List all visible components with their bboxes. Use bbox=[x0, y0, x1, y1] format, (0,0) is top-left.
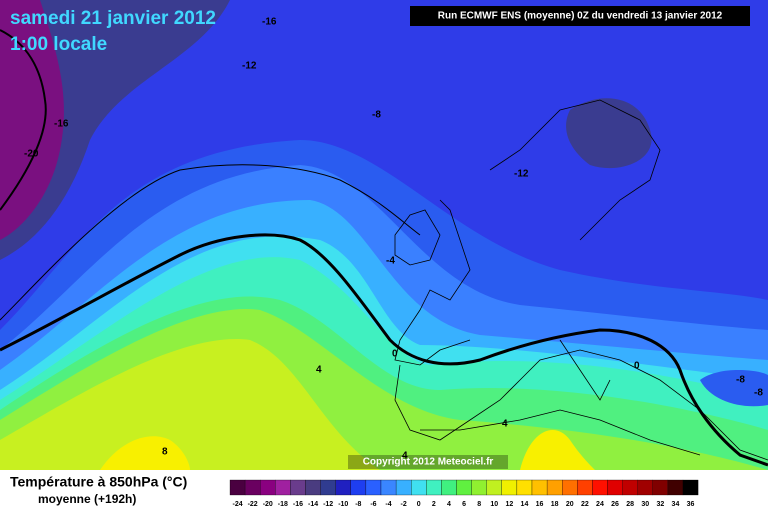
legend-label: 4 bbox=[447, 501, 451, 508]
legend-swatch bbox=[486, 479, 502, 496]
contour-label: -8 bbox=[754, 388, 763, 399]
map bbox=[0, 0, 768, 470]
legend-swatch bbox=[426, 479, 442, 496]
legend-label: 24 bbox=[596, 501, 604, 508]
legend-swatch bbox=[562, 479, 578, 496]
footer-subtitle: moyenne (+192h) bbox=[38, 492, 136, 506]
legend-swatch bbox=[260, 479, 276, 496]
legend-swatch bbox=[667, 479, 684, 496]
copyright: Copyright 2012 Meteociel.fr bbox=[363, 457, 494, 468]
contour-label: -8 bbox=[372, 110, 381, 121]
legend-swatch bbox=[546, 479, 563, 496]
contour-label: 4 bbox=[316, 365, 322, 376]
legend-swatch bbox=[637, 479, 653, 496]
cold-core bbox=[0, 0, 64, 240]
legend-label: -12 bbox=[323, 501, 333, 508]
legend-swatch bbox=[592, 479, 608, 496]
legend-label: 20 bbox=[566, 501, 574, 508]
cold-band bbox=[566, 98, 652, 169]
legend-label: 8 bbox=[477, 501, 481, 508]
legend-swatch bbox=[290, 479, 306, 496]
legend-swatch bbox=[229, 479, 246, 496]
legend-label: 14 bbox=[521, 501, 529, 508]
contour-label: 8 bbox=[162, 447, 168, 458]
legend-swatch bbox=[365, 479, 382, 496]
legend-label: 12 bbox=[505, 501, 513, 508]
map-time: 1:00 locale bbox=[10, 34, 107, 55]
legend-label: 0 bbox=[417, 501, 421, 508]
legend-swatch bbox=[335, 479, 351, 496]
legend-label: -16 bbox=[293, 501, 303, 508]
legend-label: -10 bbox=[338, 501, 348, 508]
run-box bbox=[410, 6, 750, 26]
legend-swatch bbox=[380, 479, 397, 496]
map-date: samedi 21 janvier 2012 bbox=[10, 8, 216, 29]
legend-swatch bbox=[501, 479, 518, 496]
legend-swatch bbox=[441, 479, 457, 496]
contour-label: -4 bbox=[386, 256, 395, 267]
legend-swatch bbox=[320, 479, 336, 496]
legend-label: -22 bbox=[248, 501, 258, 508]
contour-label: -20 bbox=[24, 149, 39, 160]
contour-label: 0 bbox=[392, 349, 398, 360]
legend-label: 6 bbox=[462, 501, 466, 508]
contour-label: -16 bbox=[54, 119, 69, 130]
legend-swatch bbox=[305, 479, 321, 496]
legend-swatch bbox=[456, 479, 472, 496]
legend-label: -8 bbox=[355, 501, 361, 508]
temp-band bbox=[520, 430, 595, 470]
legend-swatch bbox=[395, 479, 412, 496]
color-legend: -24 -22 -20 -18 -16 -14 -12 -10 -8 -6 -4 -2 0 2 4 6 8 10 1… bbox=[229, 479, 699, 508]
zero-isotherm bbox=[0, 233, 768, 467]
legend-label: 34 bbox=[672, 501, 680, 508]
contour-label: -8 bbox=[736, 375, 745, 386]
legend-swatch bbox=[471, 479, 487, 496]
legend-swatch bbox=[350, 479, 367, 496]
legend-swatch bbox=[607, 479, 623, 496]
legend-label: -18 bbox=[278, 501, 288, 508]
legend-swatch bbox=[652, 479, 669, 496]
legend-label: 18 bbox=[551, 501, 559, 508]
contour-label: -16 bbox=[262, 17, 277, 28]
isotherm bbox=[0, 164, 421, 321]
legend-swatch bbox=[622, 479, 638, 496]
temp-band bbox=[100, 436, 190, 470]
contour-label: -12 bbox=[514, 169, 529, 180]
temp-band bbox=[700, 370, 768, 407]
contour-label: 4 bbox=[402, 451, 408, 462]
legend-swatch bbox=[244, 479, 261, 496]
legend-label: -6 bbox=[370, 501, 376, 508]
legend-label: 22 bbox=[581, 501, 589, 508]
contour-label: 0 bbox=[634, 361, 640, 372]
legend-swatch bbox=[275, 479, 291, 496]
temp-band bbox=[0, 339, 380, 470]
legend-label: -14 bbox=[308, 501, 318, 508]
legend-swatch bbox=[411, 479, 427, 496]
legend-label: 36 bbox=[687, 501, 695, 508]
legend-label: 28 bbox=[626, 501, 634, 508]
legend-label: -4 bbox=[385, 501, 391, 508]
legend-swatch bbox=[682, 479, 699, 496]
contour-label: -12 bbox=[242, 61, 257, 72]
copyright-box bbox=[348, 455, 508, 469]
contour-label: 4 bbox=[502, 419, 508, 430]
legend-label: -20 bbox=[263, 501, 273, 508]
legend-swatch bbox=[577, 479, 593, 496]
isotherm bbox=[0, 29, 47, 211]
legend-label: 30 bbox=[641, 501, 649, 508]
legend-label: 10 bbox=[490, 501, 498, 508]
legend-label: -24 bbox=[232, 501, 242, 508]
run-info: Run ECMWF ENS (moyenne) 0Z du vendredi 1… bbox=[438, 11, 723, 22]
legend-label: 32 bbox=[656, 501, 664, 508]
legend-label: 2 bbox=[432, 501, 436, 508]
footer-title: Température à 850hPa (°C) bbox=[10, 474, 187, 490]
legend-label: 26 bbox=[611, 501, 619, 508]
legend-label: -2 bbox=[401, 501, 407, 508]
legend-swatch bbox=[531, 479, 548, 496]
legend-swatch bbox=[516, 479, 533, 496]
contour-labels: -16 -12 -16 -20 -8 -12 -4 0 4 0 -8 -8 4 … bbox=[24, 17, 763, 462]
legend-label: 16 bbox=[536, 501, 544, 508]
